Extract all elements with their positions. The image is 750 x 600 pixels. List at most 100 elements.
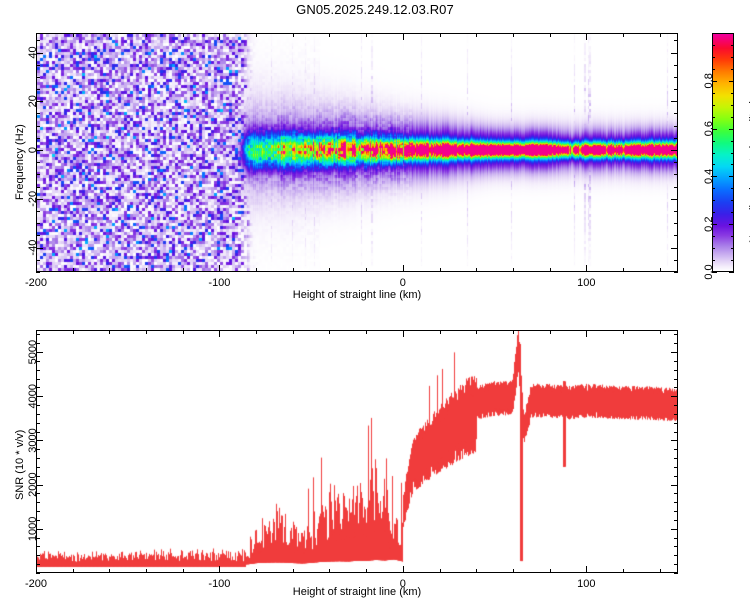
y-minor-tick: [674, 502, 678, 504]
x-minor-tick: [512, 33, 514, 37]
colorbar-minor-tick: [731, 200, 734, 202]
colorbar-minor-tick: [731, 140, 734, 142]
y-minor-tick: [36, 113, 40, 115]
y-major-tick: [671, 352, 678, 354]
y-tick-label: 40: [27, 46, 39, 59]
colorbar-minor-tick: [712, 68, 715, 70]
y-minor-tick: [36, 537, 40, 539]
y-minor-tick: [674, 174, 678, 176]
x-tick-label: 100: [577, 277, 596, 289]
y-minor-tick: [674, 422, 678, 424]
y-minor-tick: [674, 387, 678, 389]
colorbar-minor-tick: [731, 260, 734, 262]
colorbar-minor-tick: [731, 116, 734, 118]
colorbar-minor-tick: [712, 212, 715, 214]
x-minor-tick: [146, 268, 148, 272]
x-minor-tick: [256, 330, 258, 334]
x-minor-tick: [292, 569, 294, 573]
y-minor-tick: [674, 211, 678, 213]
x-minor-tick: [622, 569, 624, 573]
y-minor-tick: [36, 343, 40, 345]
colorbar-minor-tick: [712, 152, 715, 154]
y-minor-tick: [674, 546, 678, 548]
x-major-tick: [402, 265, 404, 272]
x-minor-tick: [109, 268, 111, 272]
x-tick-label: 0: [399, 578, 406, 590]
y-minor-tick: [36, 125, 40, 127]
x-minor-tick: [549, 569, 551, 573]
colorbar-minor-tick: [731, 44, 734, 46]
colorbar-minor-tick: [712, 224, 715, 226]
y-minor-tick: [36, 573, 40, 574]
x-minor-tick: [439, 569, 441, 573]
x-minor-tick: [366, 33, 368, 37]
colorbar-minor-tick: [712, 80, 715, 82]
colorbar-minor-tick: [731, 164, 734, 166]
x-minor-tick: [659, 268, 661, 272]
snr-x-axis-label: Height of straight line (km): [292, 586, 422, 598]
y-major-tick: [671, 396, 678, 398]
y-minor-tick: [674, 64, 678, 66]
x-minor-tick: [329, 569, 331, 573]
y-minor-tick: [36, 211, 40, 213]
y-minor-tick: [674, 40, 678, 42]
colorbar-minor-tick: [731, 152, 734, 154]
colorbar-minor-tick: [712, 56, 715, 58]
y-minor-tick: [674, 125, 678, 127]
y-minor-tick: [36, 422, 40, 424]
y-minor-tick: [36, 235, 40, 237]
colorbar-minor-tick: [712, 200, 715, 202]
x-minor-tick: [476, 569, 478, 573]
y-minor-tick: [674, 378, 678, 380]
x-minor-tick: [512, 330, 514, 334]
colorbar-minor-tick: [712, 44, 715, 46]
x-minor-tick: [549, 330, 551, 334]
colorbar-minor-tick: [731, 104, 734, 106]
x-tick-label: 100: [577, 578, 596, 590]
spectrogram-y-axis-label: Frequency (Hz): [14, 124, 26, 200]
y-major-tick: [671, 101, 678, 103]
y-minor-tick: [674, 186, 678, 188]
x-minor-tick: [659, 330, 661, 334]
y-major-tick: [671, 150, 678, 152]
y-minor-tick: [674, 89, 678, 91]
x-tick-label: 0: [399, 277, 406, 289]
y-minor-tick: [674, 431, 678, 433]
spectrogram-panel: [36, 33, 678, 272]
x-minor-tick: [182, 33, 184, 37]
x-minor-tick: [109, 330, 111, 334]
y-major-tick: [671, 247, 678, 249]
y-minor-tick: [36, 259, 40, 261]
x-tick-label: -100: [208, 277, 231, 289]
x-minor-tick: [182, 330, 184, 334]
colorbar-minor-tick: [731, 176, 734, 178]
x-minor-tick: [622, 268, 624, 272]
colorbar-minor-tick: [712, 92, 715, 94]
y-minor-tick: [674, 76, 678, 78]
y-minor-tick: [674, 272, 678, 273]
x-minor-tick: [549, 268, 551, 272]
y-minor-tick: [36, 378, 40, 380]
y-minor-tick: [674, 413, 678, 415]
y-tick-label: 5000: [27, 339, 39, 365]
x-major-tick: [36, 265, 37, 272]
y-major-tick: [671, 198, 678, 200]
y-major-tick: [36, 352, 43, 354]
colorbar-minor-tick: [731, 128, 734, 130]
x-minor-tick: [439, 268, 441, 272]
colorbar-gradient: [713, 34, 733, 271]
x-minor-tick: [182, 569, 184, 573]
y-minor-tick: [36, 511, 40, 513]
x-major-tick: [586, 33, 588, 40]
x-minor-tick: [109, 33, 111, 37]
y-minor-tick: [674, 537, 678, 539]
x-major-tick: [36, 566, 37, 573]
x-minor-tick: [659, 569, 661, 573]
y-tick-label: 2000: [27, 472, 39, 497]
x-major-tick: [402, 33, 404, 40]
colorbar-minor-tick: [712, 236, 715, 238]
y-minor-tick: [674, 555, 678, 557]
x-minor-tick: [659, 33, 661, 37]
y-major-tick: [36, 198, 43, 200]
colorbar-minor-tick: [731, 68, 734, 70]
